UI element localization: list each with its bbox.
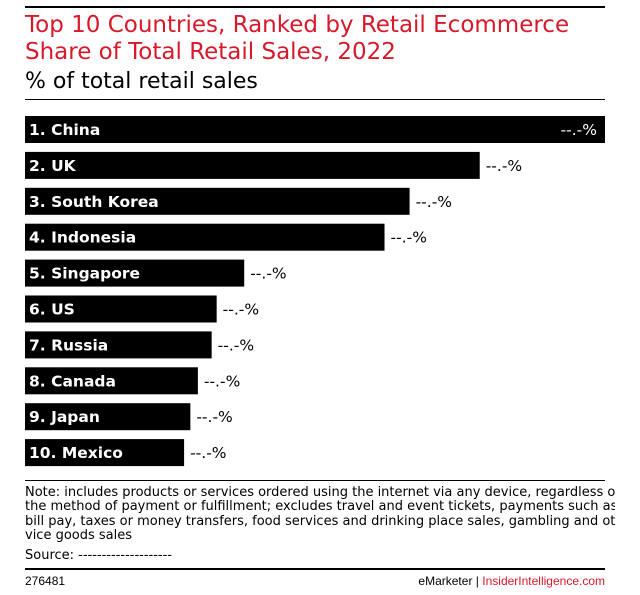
value-label: --.-% [190,444,226,462]
category-label: 4. Indonesia [29,229,136,247]
category-label: 7. Russia [29,336,108,354]
chart-subtitle: % of total retail sales [25,69,258,94]
bar-8 [25,367,198,395]
footer-brand: eMarketer | InsiderIntelligence.com [418,574,605,588]
note-line: vice goods sales [25,527,133,543]
bar-4 [25,223,385,251]
bar-6 [25,295,217,323]
chart-id: 276481 [25,574,66,588]
value-label: --.-% [391,229,427,247]
category-label: 1. China [29,121,100,139]
bar-7 [25,331,212,359]
footer-rule [25,568,605,570]
chart-note: Note: includes products or services orde… [25,486,615,552]
note-line: bill pay, taxes or money transfers, food… [25,513,615,529]
top-rule [25,6,605,8]
category-label: 6. US [29,301,75,319]
bar-5 [25,259,245,287]
category-label: 9. Japan [29,408,100,426]
chart-source: Source: -------------------- [25,548,172,563]
category-label: 3. South Korea [29,193,159,211]
bar-1 [25,116,605,143]
value-label: --.-% [561,121,597,139]
category-label: 8. Canada [29,372,116,390]
bar-3 [25,187,410,215]
note-line: the method of payment or fulfillment; ex… [25,499,615,515]
category-label: 5. Singapore [29,265,140,283]
value-label: --.-% [196,408,232,426]
value-label: --.-% [218,336,254,354]
brand-separator: | [475,574,479,588]
value-label: --.-% [250,265,286,283]
bar-chart: 1. China --.-% 2. UK --.-% 3. South Korea --.… [25,116,605,467]
chart-title: Top 10 Countries, Ranked by Retail Ecomm… [25,12,570,65]
value-label: --.-% [204,372,240,390]
value-label: --.-% [223,301,259,319]
note-line: Note: includes products or services orde… [25,486,615,500]
value-label: --.-% [416,193,452,211]
category-label: 2. UK [29,157,77,175]
bar-9 [25,403,191,431]
brand-emarketer: eMarketer [418,574,473,588]
subtitle-rule [25,99,605,100]
brand-insider-intelligence[interactable]: InsiderIntelligence.com [482,574,605,588]
value-label: --.-% [486,157,522,175]
category-label: 10. Mexico [29,444,123,462]
bar-10 [25,439,185,467]
note-rule [25,480,605,481]
bar-2 [25,151,480,179]
